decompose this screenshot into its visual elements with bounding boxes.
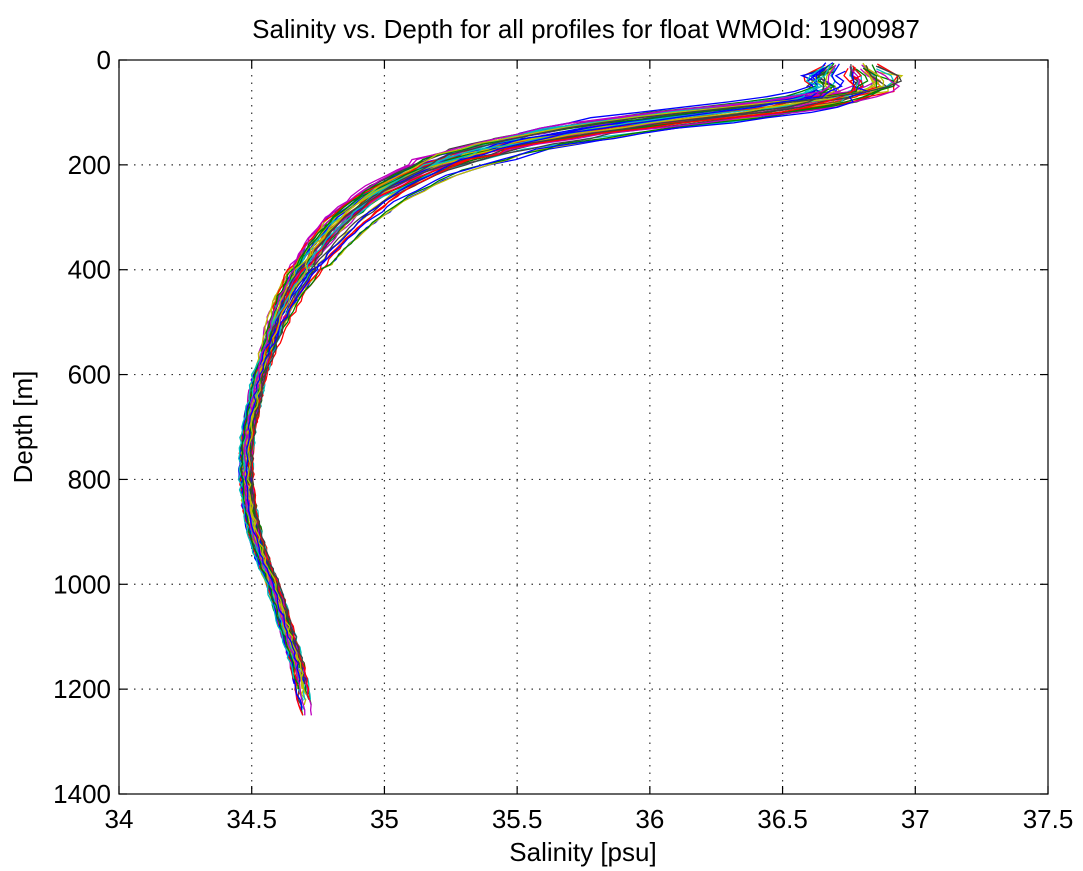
y-tick-label: 800 <box>68 464 111 494</box>
profile-line <box>249 72 827 685</box>
x-tick-label: 35.5 <box>492 804 543 834</box>
profile-line <box>248 69 824 685</box>
profile-line <box>247 62 827 685</box>
profile-line <box>241 65 825 711</box>
profile-line <box>238 66 863 711</box>
profile-line <box>245 68 879 679</box>
profile-line <box>239 66 862 711</box>
profile-line <box>239 65 876 690</box>
profile-line <box>243 67 826 674</box>
profile-line <box>239 64 859 669</box>
profile-line <box>242 69 861 685</box>
grid-lines <box>119 60 1048 794</box>
profile-line <box>241 67 882 679</box>
profile-line <box>237 67 826 685</box>
profile-line <box>247 68 885 695</box>
x-tick-label: 37 <box>901 804 930 834</box>
profile-line <box>248 62 835 664</box>
y-tick-label: 1400 <box>53 779 111 809</box>
profile-line <box>242 68 865 669</box>
profile-line <box>249 64 888 674</box>
x-tick-label: 36 <box>635 804 664 834</box>
x-tick-label: 35 <box>370 804 399 834</box>
y-tick-label: 0 <box>97 45 111 75</box>
profile-line <box>244 68 842 706</box>
x-tick-label: 36.5 <box>757 804 808 834</box>
profile-line <box>242 71 904 669</box>
profile-line <box>247 64 882 695</box>
x-tick-label: 34 <box>105 804 134 834</box>
profile-line <box>239 66 883 690</box>
y-tick-label: 400 <box>68 255 111 285</box>
profile-line <box>248 64 895 700</box>
y-tick-label: 1000 <box>53 569 111 599</box>
x-axis-tick-labels: 34 34.5 35 35.5 36 36.5 37 37.5 <box>105 804 1074 834</box>
profile-line <box>242 64 837 716</box>
profile-line <box>247 63 899 669</box>
profile-line <box>249 70 901 716</box>
chart-title: Salinity vs. Depth for all profiles for … <box>252 14 920 44</box>
y-tick-label: 600 <box>68 360 111 390</box>
axis-ticks <box>118 59 1049 795</box>
plot-area-frame <box>118 59 1049 795</box>
x-tick-label: 34.5 <box>226 804 277 834</box>
profile-line <box>240 68 869 690</box>
profile-line <box>238 62 835 716</box>
profile-line <box>243 64 826 679</box>
profile-line <box>246 71 835 664</box>
profile-line <box>250 67 856 700</box>
y-tick-label: 200 <box>68 150 111 180</box>
profile-line <box>244 62 882 674</box>
profile-line <box>240 66 864 695</box>
profile-line <box>248 67 837 695</box>
profile-line <box>250 65 829 706</box>
profile-line <box>248 71 830 685</box>
profile-line <box>250 65 903 663</box>
profile-line <box>249 65 836 669</box>
profile-line <box>243 70 846 684</box>
profile-line <box>244 64 837 690</box>
y-axis-tick-labels: 0 200 400 600 800 1000 1200 1400 <box>53 45 111 809</box>
profile-lines <box>237 62 904 716</box>
profile-line <box>238 65 862 716</box>
profile-line <box>244 63 843 679</box>
x-tick-label: 37.5 <box>1023 804 1074 834</box>
y-axis-label: Depth [m] <box>8 371 38 484</box>
x-axis-label: Salinity [psu] <box>509 837 656 867</box>
profile-line <box>250 68 895 700</box>
profile-line <box>237 63 832 679</box>
profile-line <box>251 64 882 674</box>
profile-line <box>247 66 859 700</box>
profile-line <box>239 72 871 711</box>
y-tick-label: 1200 <box>53 674 111 704</box>
